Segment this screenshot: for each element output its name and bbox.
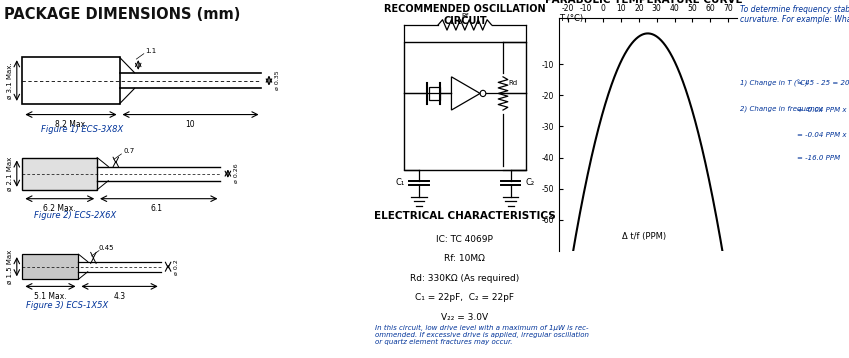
Text: To determine frequency stability, use parabolic
curvature. For example: What is : To determine frequency stability, use pa…	[740, 5, 849, 24]
Bar	[22, 254, 78, 279]
Text: T (°C): T (°C)	[559, 14, 582, 23]
Text: Δ t/f (PPM): Δ t/f (PPM)	[622, 232, 666, 241]
Text: ø 1.5 Max: ø 1.5 Max	[7, 250, 13, 284]
Text: 5.1 Max.: 5.1 Max.	[34, 292, 67, 301]
Bar	[22, 158, 97, 190]
Text: Figure 1) ECS-3X8X: Figure 1) ECS-3X8X	[41, 125, 123, 134]
Text: 6.1: 6.1	[151, 204, 163, 213]
Text: Rf: 10MΩ: Rf: 10MΩ	[444, 254, 486, 263]
Text: C₂: C₂	[526, 178, 534, 187]
Text: 1) Change in T (°C): 1) Change in T (°C)	[740, 80, 808, 87]
Text: Figure 3) ECS-1X5X: Figure 3) ECS-1X5X	[26, 301, 109, 310]
Text: In this circuit, low drive level with a maximum of 1μW is rec-
ommended. If exce: In this circuit, low drive level with a …	[375, 325, 589, 345]
Text: 6.2 Max.: 6.2 Max.	[43, 204, 76, 213]
Text: IC: TC 4069P: IC: TC 4069P	[436, 235, 493, 244]
Text: C₁: C₁	[396, 178, 404, 187]
Text: C₁ = 22pF,  C₂ = 22pF: C₁ = 22pF, C₂ = 22pF	[415, 293, 514, 303]
Text: 1.1: 1.1	[146, 48, 157, 54]
Text: Rf: Rf	[461, 13, 469, 19]
Text: 8.2 Max.: 8.2 Max.	[54, 120, 87, 129]
Text: = 45 - 25 = 20°C: = 45 - 25 = 20°C	[797, 80, 849, 86]
Text: 10: 10	[186, 120, 195, 129]
Bar	[429, 87, 440, 100]
Bar	[404, 42, 526, 170]
Text: V₂₂ = 3.0V: V₂₂ = 3.0V	[441, 313, 488, 322]
Text: 0.7: 0.7	[123, 148, 134, 154]
Text: PARABOLIC TEMPERATURE CURVE: PARABOLIC TEMPERATURE CURVE	[545, 0, 743, 5]
Text: RECOMMENDED OSCILLATION
CIRCUIT: RECOMMENDED OSCILLATION CIRCUIT	[384, 4, 546, 26]
Text: Figure 2) ECS-2X6X: Figure 2) ECS-2X6X	[34, 211, 115, 220]
Text: 0.45: 0.45	[99, 245, 115, 251]
Text: = -0.04 PPM x (ΔT)²: = -0.04 PPM x (ΔT)²	[797, 105, 849, 113]
Text: Rd: 330KΩ (As required): Rd: 330KΩ (As required)	[410, 274, 520, 283]
Text: = -16.0 PPM: = -16.0 PPM	[797, 155, 840, 161]
Text: 4.3: 4.3	[114, 292, 126, 301]
Text: ELECTRICAL CHARACTERISTICS: ELECTRICAL CHARACTERISTICS	[374, 211, 556, 221]
Text: PACKAGE DIMENSIONS (mm): PACKAGE DIMENSIONS (mm)	[3, 7, 240, 22]
Text: = -0.04 PPM x (20)²: = -0.04 PPM x (20)²	[797, 130, 849, 138]
Text: ø 2.1 Max: ø 2.1 Max	[7, 156, 13, 191]
Text: 2) Change in frequency: 2) Change in frequency	[740, 105, 823, 112]
Text: ø 0.26: ø 0.26	[233, 164, 239, 183]
Text: ø 3.1 Max.: ø 3.1 Max.	[7, 62, 13, 99]
Text: ø 0.2: ø 0.2	[174, 259, 178, 275]
Bar	[22, 57, 120, 104]
Text: Rd: Rd	[509, 80, 518, 86]
Text: ø 0.35: ø 0.35	[274, 71, 279, 90]
